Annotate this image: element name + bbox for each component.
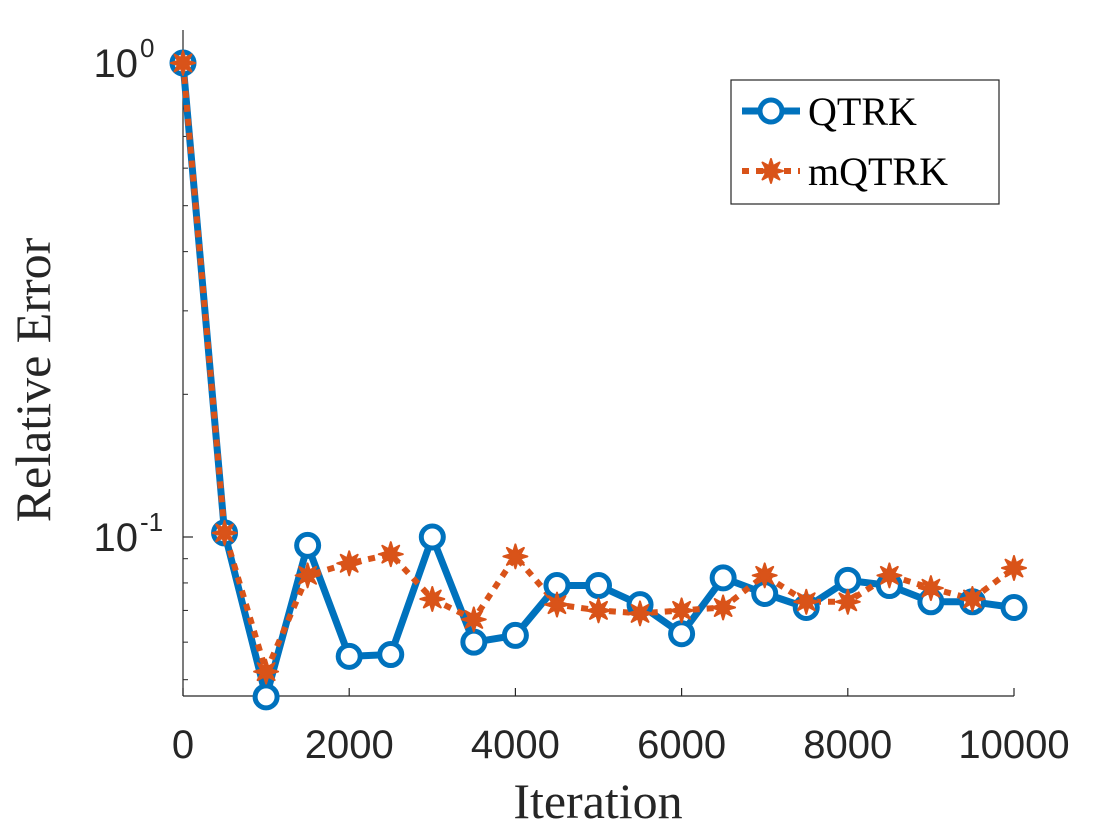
data-point xyxy=(294,531,322,559)
data-point xyxy=(211,519,238,546)
data-point xyxy=(502,543,529,570)
data-point xyxy=(585,597,612,624)
data-point xyxy=(751,562,778,589)
data-point xyxy=(627,600,653,627)
data-point xyxy=(418,523,446,551)
data-point xyxy=(1001,555,1027,581)
series-layer xyxy=(169,49,1028,711)
legend-label: mQTRK xyxy=(808,149,948,194)
data-point xyxy=(460,628,488,656)
data-point xyxy=(1000,594,1028,622)
data-point xyxy=(585,572,612,600)
markers-mqtrk xyxy=(170,50,1027,685)
data-point xyxy=(419,586,446,612)
x-tick-label: 0 xyxy=(172,723,194,767)
data-point xyxy=(959,586,986,612)
y-tick-label: 10 xyxy=(94,516,139,560)
data-point xyxy=(917,575,944,602)
data-point xyxy=(834,566,862,594)
y-tick-exponent: 0 xyxy=(140,33,154,63)
data-point xyxy=(793,588,820,615)
x-axis-label: Iteration xyxy=(513,773,682,829)
data-point xyxy=(501,621,529,649)
x-tick-label: 4000 xyxy=(471,723,560,767)
data-point xyxy=(460,606,487,633)
y-axis-label: Relative Error xyxy=(5,237,61,522)
data-point xyxy=(668,620,696,648)
data-point xyxy=(377,541,404,568)
data-point xyxy=(294,562,321,589)
data-point xyxy=(335,642,363,670)
legend-item-qtrk: QTRK xyxy=(742,89,917,134)
data-point xyxy=(710,594,737,621)
legend-marker xyxy=(757,97,785,125)
data-point xyxy=(876,562,903,589)
data-point xyxy=(253,658,280,685)
legend: QTRK mQTRK xyxy=(730,79,1000,205)
data-point xyxy=(252,683,280,711)
y-tick-label: 10 xyxy=(94,42,139,86)
y-tick-exponent: -1 xyxy=(140,507,163,537)
data-point xyxy=(668,597,695,624)
x-tick-label: 6000 xyxy=(637,723,726,767)
data-point xyxy=(709,564,737,592)
data-point xyxy=(544,591,570,618)
data-point xyxy=(834,588,861,615)
legend-item-mqtrk: mQTRK xyxy=(742,149,948,194)
data-point xyxy=(170,50,196,76)
x-tick-label: 2000 xyxy=(305,723,394,767)
x-tick-label: 10000 xyxy=(958,723,1069,767)
legend-label: QTRK xyxy=(808,89,917,134)
data-point xyxy=(377,641,405,669)
data-point xyxy=(336,550,363,577)
legend-marker xyxy=(758,158,784,184)
x-tick-label: 8000 xyxy=(803,723,892,767)
